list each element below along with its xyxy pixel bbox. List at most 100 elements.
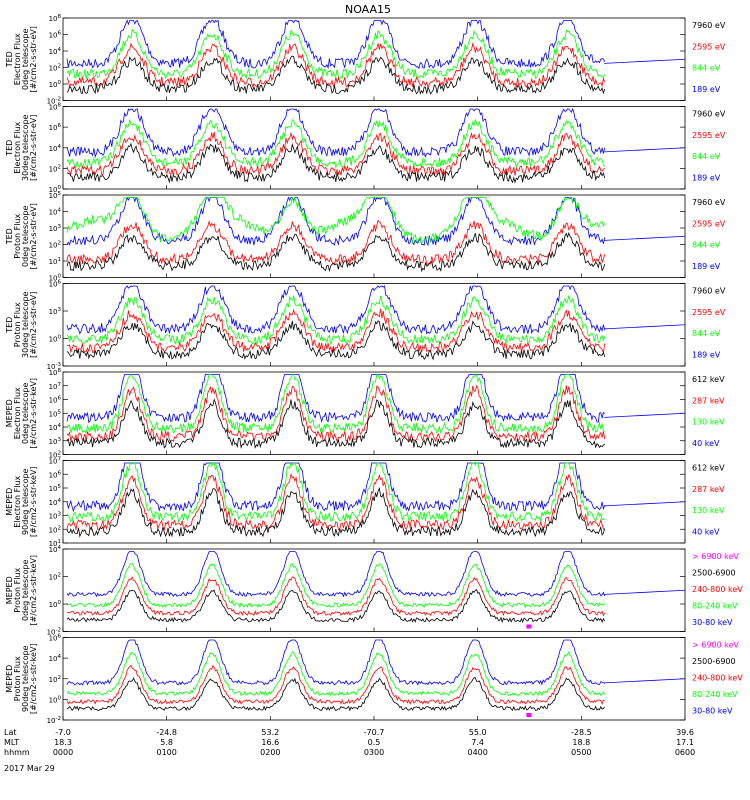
y-axis-label: [#/cm2-s-str-eV]	[29, 292, 38, 358]
legend-entry: 130 keV	[692, 418, 725, 427]
y-axis-label: 0deg telescope	[21, 205, 30, 266]
y-tick-label: 10-2	[47, 97, 61, 106]
y-tick-label: 103	[49, 437, 62, 446]
series-red	[66, 41, 606, 89]
y-axis-label: TED	[5, 317, 14, 334]
legend-entry: 189 eV	[692, 85, 721, 94]
y-tick-label: 107	[49, 382, 62, 391]
series-blue	[66, 639, 605, 686]
legend-entry: 287 keV	[692, 396, 725, 405]
series-red	[66, 576, 606, 617]
legend-entry: 80-240 keV	[692, 690, 738, 699]
y-tick-label: 102	[49, 241, 61, 250]
legend-entry: 7960 eV	[692, 198, 726, 207]
x-row-label: Lat	[4, 728, 17, 737]
x-tick-hhmm: 0500	[571, 748, 591, 757]
series-blue	[66, 107, 606, 159]
panel-7: 104 102 100 10-2 MEPED Proton Flux 0deg telesc…	[5, 545, 743, 637]
legend-entry: 2595 eV	[692, 131, 726, 140]
y-tick-label: 106	[49, 280, 62, 289]
y-axis-label: Proton Flux	[13, 568, 22, 613]
legend-entry: 7960 eV	[692, 287, 726, 296]
legend-entry: 30-80 keV	[692, 706, 733, 715]
y-axis-label: 90deg telescope	[21, 645, 30, 712]
legend-entry: 240-800 keV	[692, 585, 743, 594]
panel-2: 108 106 104 102 100 TED Electron Flux 30deg tel…	[5, 103, 726, 195]
legend-entry: 7960 eV	[692, 21, 726, 30]
y-axis-label: Electron Flux	[13, 475, 22, 527]
x-tick-mlt: 18.8	[572, 738, 590, 747]
y-tick-label: 100	[49, 600, 62, 609]
legend-entry: 612 keV	[692, 375, 725, 384]
series-black	[66, 486, 606, 538]
panel-frame	[62, 460, 686, 544]
y-tick-label: 104	[49, 545, 62, 554]
y-tick-label: 104	[49, 47, 62, 56]
series-magenta-mark	[526, 713, 532, 717]
y-axis-label: 0deg telescope	[21, 28, 30, 89]
series-blue-tail	[604, 501, 686, 507]
legend-entry: > 6900 keV	[692, 552, 739, 561]
y-axis-label: TED	[5, 51, 14, 68]
legend-entry: 40 keV	[692, 439, 720, 448]
legend-entry: 40 keV	[692, 527, 720, 536]
y-axis-label: [#/cm2-s-str-eV]	[29, 203, 38, 269]
x-tick-mlt: 0.5	[368, 738, 381, 747]
legend-entry: 844 eV	[692, 64, 721, 73]
x-tick-mlt: 18.3	[54, 738, 72, 747]
panel-3: 105 104 103 102 101 100 TED Proton Flux 0deg tel…	[5, 191, 726, 283]
x-tick-hhmm: 0000	[53, 748, 73, 757]
y-axis-label: 0deg telescope	[21, 559, 30, 620]
y-axis-label: 90deg telescope	[21, 468, 30, 535]
y-tick-label: 106	[49, 470, 62, 479]
series-blue-tail	[604, 589, 686, 595]
y-axis-label: TED	[5, 228, 14, 245]
y-tick-label: 102	[49, 675, 61, 684]
x-tick-mlt: 17.1	[676, 738, 694, 747]
series-blue-tail	[604, 147, 686, 153]
y-tick-label: 104	[49, 498, 62, 507]
legend-entry: 2500-6900	[692, 657, 736, 666]
legend-entry: 844 eV	[692, 329, 721, 338]
legend-entry: 7960 eV	[692, 110, 726, 119]
panel-frame	[62, 637, 686, 721]
series-blue-tail	[604, 412, 686, 418]
legend-entry: 189 eV	[692, 262, 721, 271]
series-blue	[66, 19, 606, 70]
x-tick-lat: -28.5	[571, 728, 592, 737]
legend-entry: 2500-6900	[692, 568, 736, 577]
legend-entry: 2595 eV	[692, 42, 726, 51]
y-tick-label: 106	[49, 396, 62, 405]
y-tick-label: 102	[49, 64, 61, 73]
panel-1: 108 106 104 102 100 10-2 TED Electron Flux 0deg …	[5, 14, 726, 106]
y-tick-label: 107	[49, 457, 62, 466]
series-green	[66, 373, 605, 435]
y-axis-label: [#/cm2-s-str-eV]	[29, 26, 38, 92]
y-axis-label: MEPED	[5, 399, 14, 427]
y-tick-label: 105	[49, 484, 62, 493]
x-tick-mlt: 16.6	[261, 738, 279, 747]
legend-entry: 130 keV	[692, 506, 725, 515]
y-tick-label: 103	[49, 224, 62, 233]
y-axis-label: MEPED	[5, 665, 14, 693]
series-green	[66, 28, 606, 80]
y-axis-label: Proton Flux	[13, 302, 22, 347]
legend-entry: 844 eV	[692, 152, 721, 161]
series-magenta-mark	[526, 624, 532, 629]
x-tick-lat: -70.7	[364, 728, 385, 737]
y-axis-label: [#/cm2-s-str-keV]	[29, 466, 38, 537]
legend-entry: 844 eV	[692, 241, 721, 250]
y-tick-label: 10-2	[47, 628, 61, 637]
series-red	[66, 384, 606, 443]
y-tick-label: 105	[49, 191, 62, 200]
y-axis-label: MEPED	[5, 576, 14, 604]
series-blue	[66, 551, 606, 598]
y-axis-label: Electron Flux	[13, 121, 22, 173]
legend-entry: 189 eV	[692, 350, 721, 359]
y-tick-label: 104	[49, 144, 62, 153]
series-green	[66, 118, 606, 169]
series-blue	[66, 285, 606, 335]
